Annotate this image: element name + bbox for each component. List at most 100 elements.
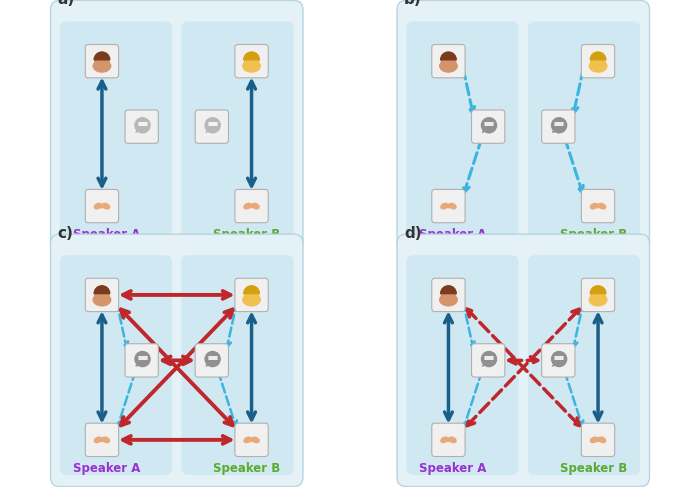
FancyBboxPatch shape: [85, 44, 118, 78]
FancyBboxPatch shape: [181, 255, 293, 475]
FancyBboxPatch shape: [582, 44, 615, 78]
Ellipse shape: [243, 294, 260, 306]
Ellipse shape: [252, 204, 259, 209]
Text: a): a): [57, 0, 75, 7]
Wedge shape: [244, 52, 259, 60]
Text: Speaker A: Speaker A: [73, 462, 140, 475]
Circle shape: [135, 118, 150, 133]
Text: Speaker B: Speaker B: [560, 228, 627, 241]
Ellipse shape: [94, 437, 101, 443]
Circle shape: [441, 286, 456, 301]
Ellipse shape: [244, 204, 251, 209]
Ellipse shape: [93, 294, 111, 306]
Ellipse shape: [243, 60, 260, 72]
Polygon shape: [136, 128, 143, 132]
Ellipse shape: [102, 437, 109, 443]
FancyBboxPatch shape: [85, 189, 118, 223]
Ellipse shape: [252, 437, 259, 443]
Ellipse shape: [591, 437, 598, 443]
Circle shape: [482, 352, 496, 367]
Wedge shape: [244, 286, 259, 294]
Text: Speaker A: Speaker A: [419, 228, 486, 241]
FancyBboxPatch shape: [582, 189, 615, 223]
Ellipse shape: [589, 294, 607, 306]
FancyBboxPatch shape: [407, 255, 519, 475]
Circle shape: [250, 438, 253, 442]
FancyBboxPatch shape: [542, 344, 575, 377]
FancyBboxPatch shape: [235, 44, 268, 78]
Polygon shape: [482, 362, 489, 366]
FancyBboxPatch shape: [195, 344, 228, 377]
FancyBboxPatch shape: [472, 344, 505, 377]
FancyBboxPatch shape: [397, 234, 650, 487]
Text: Speaker B: Speaker B: [214, 228, 281, 241]
Circle shape: [94, 53, 109, 67]
Circle shape: [100, 438, 104, 442]
Polygon shape: [482, 128, 489, 132]
Circle shape: [205, 352, 220, 367]
Circle shape: [100, 205, 104, 208]
Ellipse shape: [598, 204, 606, 209]
Circle shape: [591, 286, 606, 301]
Circle shape: [552, 352, 566, 367]
FancyBboxPatch shape: [181, 21, 293, 241]
Wedge shape: [441, 286, 456, 294]
Wedge shape: [94, 286, 110, 294]
Circle shape: [482, 118, 496, 133]
FancyBboxPatch shape: [235, 278, 268, 312]
FancyBboxPatch shape: [397, 0, 650, 253]
Text: Speaker A: Speaker A: [419, 462, 486, 475]
Polygon shape: [206, 362, 214, 366]
FancyBboxPatch shape: [432, 44, 465, 78]
FancyBboxPatch shape: [582, 423, 615, 456]
Ellipse shape: [440, 60, 457, 72]
FancyBboxPatch shape: [528, 255, 640, 475]
FancyBboxPatch shape: [528, 21, 640, 241]
Text: b): b): [404, 0, 422, 7]
FancyBboxPatch shape: [85, 423, 118, 456]
FancyBboxPatch shape: [60, 255, 172, 475]
FancyBboxPatch shape: [50, 0, 303, 253]
Ellipse shape: [591, 204, 598, 209]
FancyBboxPatch shape: [60, 21, 172, 241]
FancyBboxPatch shape: [542, 110, 575, 143]
Ellipse shape: [244, 437, 251, 443]
Polygon shape: [552, 128, 560, 132]
Circle shape: [250, 205, 253, 208]
Wedge shape: [441, 52, 456, 60]
FancyBboxPatch shape: [85, 278, 118, 312]
Polygon shape: [136, 362, 143, 366]
Ellipse shape: [94, 204, 101, 209]
Polygon shape: [552, 362, 560, 366]
Text: c): c): [57, 226, 74, 241]
FancyBboxPatch shape: [582, 278, 615, 312]
Ellipse shape: [441, 437, 448, 443]
FancyBboxPatch shape: [472, 110, 505, 143]
Polygon shape: [206, 128, 214, 132]
Text: Speaker A: Speaker A: [73, 228, 140, 241]
Circle shape: [441, 53, 456, 67]
Circle shape: [447, 205, 450, 208]
FancyBboxPatch shape: [125, 344, 158, 377]
Ellipse shape: [441, 204, 448, 209]
Circle shape: [244, 53, 259, 67]
Wedge shape: [94, 52, 110, 60]
Ellipse shape: [440, 294, 457, 306]
Wedge shape: [590, 286, 606, 294]
FancyBboxPatch shape: [235, 423, 268, 456]
FancyBboxPatch shape: [432, 278, 465, 312]
Circle shape: [94, 286, 109, 301]
Circle shape: [596, 205, 600, 208]
Text: Speaker B: Speaker B: [560, 462, 627, 475]
Ellipse shape: [449, 437, 456, 443]
Circle shape: [552, 118, 566, 133]
Circle shape: [596, 438, 600, 442]
FancyBboxPatch shape: [195, 110, 228, 143]
Circle shape: [447, 438, 450, 442]
FancyBboxPatch shape: [407, 21, 519, 241]
Circle shape: [244, 286, 259, 301]
FancyBboxPatch shape: [432, 423, 465, 456]
Wedge shape: [590, 52, 606, 60]
Text: Speaker B: Speaker B: [214, 462, 281, 475]
Circle shape: [135, 352, 150, 367]
